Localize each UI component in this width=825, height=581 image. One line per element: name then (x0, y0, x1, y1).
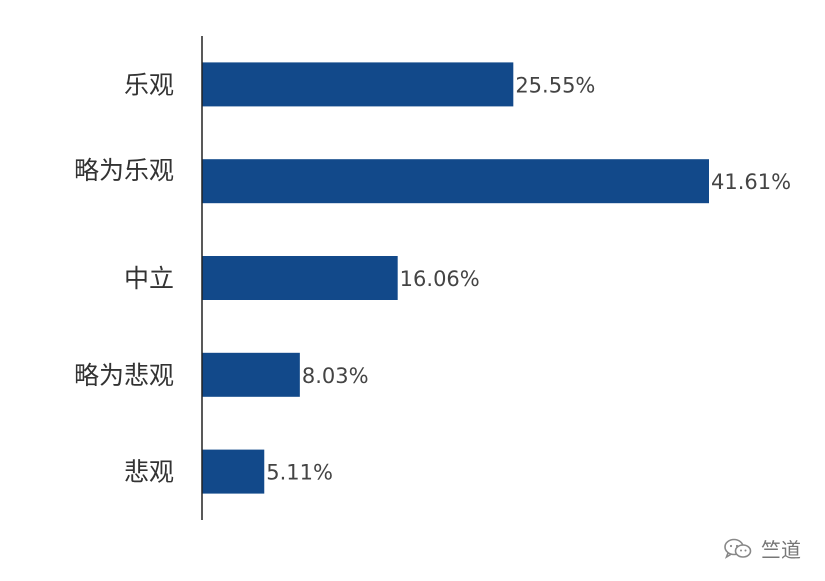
value-label-5: 5.11% (266, 461, 333, 485)
value-label-3: 16.06% (400, 267, 480, 291)
category-label-2: 略为乐观 (74, 156, 174, 185)
value-label-2: 41.61% (711, 170, 791, 194)
bar-1 (202, 62, 514, 107)
bar-3 (202, 256, 398, 300)
category-label-5: 悲观 (124, 458, 174, 487)
bar-4 (202, 352, 300, 397)
wechat-icon (723, 537, 753, 561)
bar-5 (202, 449, 265, 494)
bars-group (202, 62, 709, 494)
watermark: 竺道 (723, 534, 801, 563)
value-label-1: 25.55% (515, 73, 595, 97)
watermark-text: 竺道 (761, 538, 801, 562)
value-label-4: 8.03% (302, 364, 369, 388)
value-labels-group: 25.55% 41.61% 16.06% 8.03% 5.11% (266, 73, 791, 484)
category-label-4: 略为悲观 (74, 361, 174, 390)
category-label-3: 中立 (124, 264, 174, 293)
category-label-1: 乐观 (124, 70, 174, 99)
bar-2 (202, 159, 709, 204)
